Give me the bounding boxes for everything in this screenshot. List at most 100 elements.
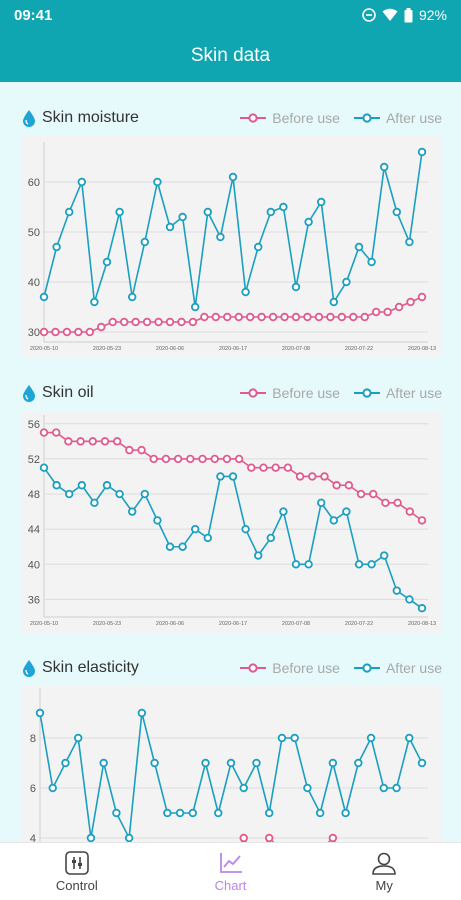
after-use-point (405, 237, 414, 247)
tab-control-label: Control (55, 877, 98, 893)
after-use-point (241, 287, 250, 297)
before-use-point (161, 454, 171, 464)
after-use-point (115, 489, 124, 499)
oil-chart-svg: 36 40 44 48 52 56 2020-05-10 2020-05-23 2020-06-… (28, 415, 436, 627)
after-use-point (52, 481, 61, 490)
y-tick-label: 52 (28, 454, 40, 466)
after-use-point (329, 516, 338, 525)
before-use-point (259, 463, 268, 472)
after-use-point (178, 542, 187, 551)
after-use-point (228, 172, 238, 182)
before-use-point (349, 312, 358, 322)
tab-control[interactable]: Control (0, 843, 154, 900)
before-use-point (308, 472, 317, 481)
before-use-point (337, 312, 347, 322)
chart-list[interactable]: Skin moisture Before use After use 30 40 5… (0, 82, 461, 842)
after-use-point (153, 177, 162, 187)
before-use-point (51, 327, 60, 337)
after-use-point (65, 489, 74, 499)
after-use-point (392, 586, 401, 595)
after-use-point (279, 202, 288, 212)
after-use-point (90, 297, 99, 307)
y-tick-label: 50 (28, 227, 40, 239)
after-use-point (379, 783, 388, 793)
after-use-point (99, 758, 108, 768)
after-use-point (112, 808, 121, 818)
x-tick-label: 2020-08-13 (408, 346, 436, 352)
wifi-icon (382, 8, 398, 21)
after-use-point (201, 758, 210, 768)
y-tick-label: 40 (28, 559, 40, 571)
after-use-point (367, 560, 376, 569)
after-use-point (317, 498, 326, 508)
after-use-line (43, 467, 423, 609)
legend-before-label: Before use (272, 660, 340, 676)
tab-my[interactable]: My (307, 843, 461, 900)
before-use-point (381, 498, 390, 508)
before-use-point (119, 317, 129, 327)
after-use-point (163, 808, 172, 818)
after-use-point (239, 783, 248, 793)
before-use-point (326, 312, 335, 322)
before-use-point (186, 454, 195, 464)
after-use-point (140, 489, 149, 499)
elasticity-title: Skin elasticity (42, 659, 139, 676)
moisture-chart[interactable]: 30 40 50 60 2020-05-10 2020-05-23 2020-06-06 20… (22, 136, 442, 358)
battery-percent: 92% (418, 7, 447, 23)
after-use-point (354, 758, 363, 768)
before-use-point (356, 489, 366, 499)
after-use-point (74, 733, 83, 743)
legend-before-label: Before use (272, 385, 340, 401)
x-tick-label: 2020-07-22 (345, 621, 373, 627)
elasticity-chart-svg: 4 6 8 (30, 688, 428, 842)
after-use-point (392, 207, 401, 217)
after-use-point (405, 733, 414, 743)
before-use-point (314, 312, 324, 322)
page-title: Skin data (190, 45, 271, 66)
after-use-point (216, 472, 225, 481)
after-use-point (279, 507, 288, 516)
after-use-point (417, 604, 427, 613)
before-use-point (223, 312, 232, 322)
after-use-point (140, 237, 149, 247)
before-use-point (85, 327, 95, 337)
tab-chart[interactable]: Chart (154, 843, 308, 900)
before-use-point (100, 437, 110, 446)
after-use-point (86, 833, 96, 842)
after-use-point (214, 808, 223, 818)
after-use-point (341, 808, 350, 818)
after-use-point (291, 282, 301, 292)
after-use-point (342, 507, 351, 516)
y-tick-label: 6 (30, 783, 36, 795)
x-tick-label: 2020-05-23 (93, 346, 121, 352)
x-tick-label: 2020-06-06 (156, 346, 184, 352)
after-use-point (252, 758, 261, 768)
before-use-point (271, 463, 280, 472)
y-tick-label: 60 (28, 177, 40, 189)
oil-chart[interactable]: 36 40 44 48 52 56 2020-05-10 2020-05-23 2020-06-… (22, 411, 442, 633)
before-use-point (265, 833, 274, 842)
elasticity-chart[interactable]: 4 6 8 (22, 686, 442, 842)
before-use-line (44, 296, 423, 333)
before-use-point (131, 317, 140, 327)
before-use-point (383, 307, 392, 317)
after-use-point (216, 232, 225, 242)
tab-my-label: My (375, 877, 393, 893)
after-use-point (48, 783, 57, 793)
legend-before: Before use (240, 385, 340, 401)
moisture-title: Skin moisture (42, 109, 139, 126)
before-use-point (406, 297, 415, 307)
after-use-point (417, 758, 427, 768)
before-use-point (149, 454, 158, 464)
before-use-point (74, 327, 83, 337)
after-use-point (304, 217, 313, 227)
before-use-point (280, 312, 289, 322)
y-tick-label: 8 (30, 733, 36, 745)
before-use-point (234, 312, 243, 322)
before-use-point (239, 833, 248, 842)
after-use-point (190, 524, 200, 534)
before-use-point (200, 312, 209, 322)
y-tick-label: 44 (28, 524, 40, 536)
before-use-point (283, 463, 293, 472)
before-use-point (39, 428, 49, 437)
